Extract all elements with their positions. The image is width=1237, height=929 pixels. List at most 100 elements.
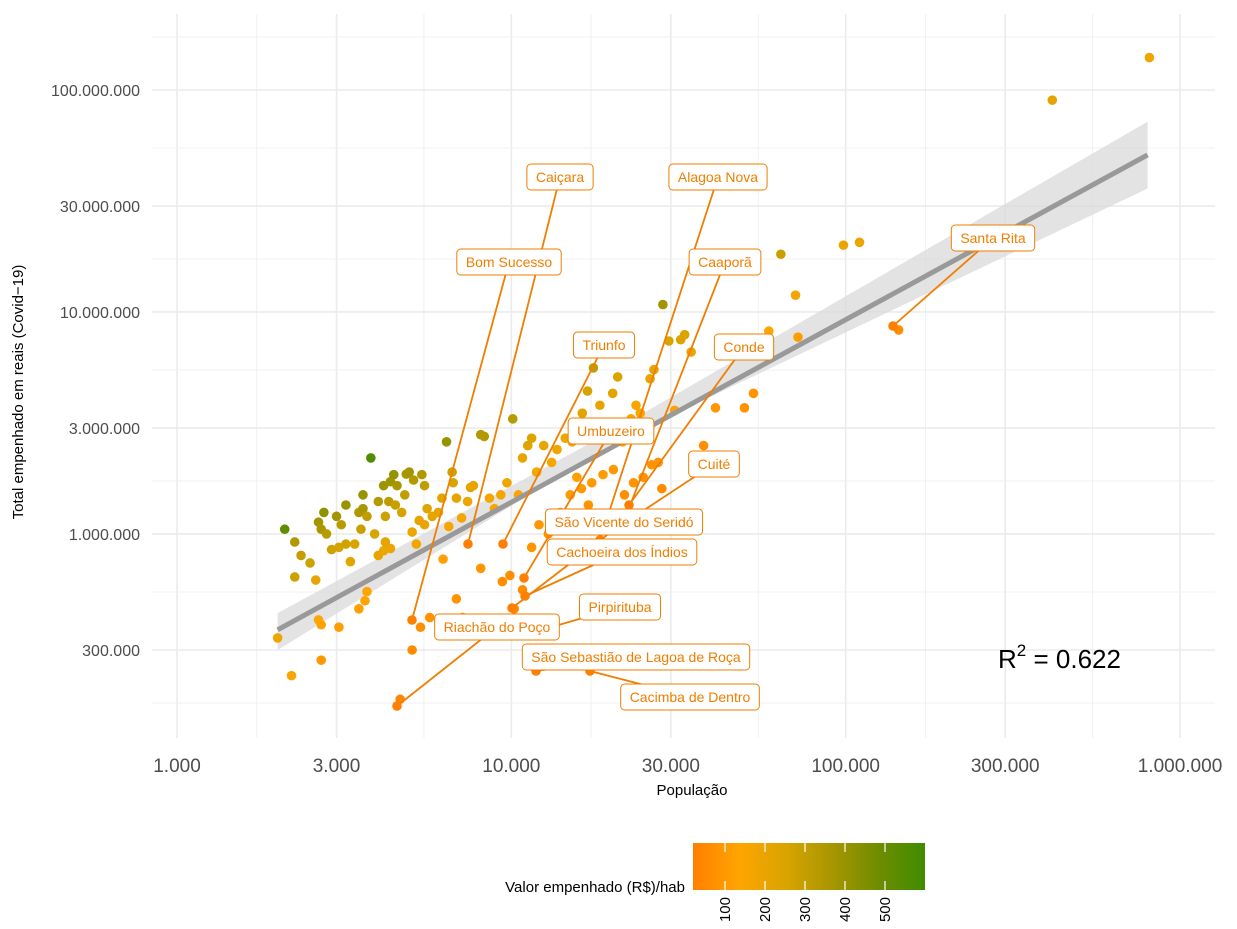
data-point bbox=[451, 594, 462, 604]
confidence-band-area bbox=[277, 121, 1148, 650]
callout-connector bbox=[599, 176, 719, 541]
data-point bbox=[451, 493, 462, 503]
callout-box bbox=[544, 508, 704, 536]
data-point bbox=[595, 400, 605, 411]
data-point bbox=[586, 477, 597, 488]
data-point bbox=[296, 550, 306, 561]
callout-label: Conde bbox=[713, 333, 775, 361]
grid bbox=[152, 14, 1215, 738]
data-point bbox=[507, 414, 518, 424]
data-point bbox=[358, 503, 368, 514]
legend-tick-label: 300 bbox=[797, 897, 814, 922]
callout-box bbox=[668, 163, 768, 191]
data-point bbox=[479, 431, 490, 442]
callout-label: Santa Rita bbox=[950, 224, 1036, 252]
data-point bbox=[739, 403, 750, 413]
data-point bbox=[495, 490, 506, 500]
callout-connector bbox=[411, 261, 510, 621]
callout-point bbox=[498, 539, 508, 549]
data-point bbox=[854, 237, 865, 248]
callout-label: Cacimba de Dentro bbox=[620, 683, 760, 711]
y-tick-label: 10.000.000 bbox=[60, 305, 140, 322]
data-point bbox=[419, 480, 430, 491]
x-tick-label: 3.000 bbox=[313, 756, 361, 777]
callout-text: Conde bbox=[723, 339, 764, 355]
data-point bbox=[526, 542, 537, 553]
data-point bbox=[658, 299, 668, 310]
callout-point bbox=[888, 321, 898, 331]
data-point bbox=[341, 539, 351, 549]
data-point bbox=[538, 440, 549, 451]
legend-tick-label: 500 bbox=[877, 897, 894, 922]
callout-box bbox=[521, 643, 751, 671]
data-point bbox=[534, 519, 544, 530]
legend-ticks: 100 200 300 400 500 bbox=[717, 843, 894, 922]
data-point bbox=[438, 554, 448, 564]
callout-text: São Vicente do Seridó bbox=[554, 514, 693, 530]
callout-label: São Vicente do Seridó bbox=[544, 508, 704, 536]
callout-label: Riachão do Poço bbox=[434, 613, 560, 641]
callout-text: Cacimba de Dentro bbox=[630, 689, 751, 705]
data-point bbox=[336, 519, 347, 530]
callout-text: Triunfo bbox=[582, 337, 625, 353]
x-tick-label: 10.000 bbox=[482, 756, 540, 777]
data-point bbox=[356, 524, 366, 535]
callout-point bbox=[392, 701, 402, 711]
data-point bbox=[710, 403, 721, 413]
callout-label: Bom Sucesso bbox=[456, 248, 562, 276]
data-point bbox=[415, 622, 426, 633]
data-point bbox=[838, 240, 849, 250]
data-point bbox=[313, 615, 324, 625]
data-point bbox=[475, 563, 486, 574]
callout-point bbox=[463, 539, 473, 549]
r2-superscript: 2 bbox=[1017, 641, 1026, 660]
callout-label: Caiçara bbox=[526, 163, 594, 191]
data-point bbox=[657, 483, 667, 494]
callout-box bbox=[526, 163, 594, 191]
data-point bbox=[764, 326, 774, 336]
r2-symbol: R bbox=[998, 644, 1017, 674]
callout-box bbox=[713, 333, 775, 361]
r2-value: = 0.622 bbox=[1026, 644, 1121, 674]
data-point bbox=[546, 457, 557, 468]
svg-text:R2 = 0.622: R2 = 0.622 bbox=[998, 641, 1121, 674]
callout-label: Caaporã bbox=[688, 248, 762, 276]
legend: Valor empenhado (R$)/hab 100 200 300 400 500 bbox=[505, 843, 925, 922]
callout-point bbox=[407, 615, 417, 625]
data-point bbox=[448, 477, 458, 488]
callout-connector bbox=[628, 346, 745, 506]
x-axis-ticks: 1.000 3.000 10.000 30.000 100.000 300.000 1.00… bbox=[153, 756, 1222, 777]
x-tick-label: 1.000 bbox=[153, 756, 201, 777]
callout-connector bbox=[621, 261, 726, 527]
data-point bbox=[582, 386, 593, 396]
data-point bbox=[369, 529, 380, 539]
y-tick-label: 30.000.000 bbox=[60, 199, 140, 216]
callout-box bbox=[688, 248, 762, 276]
data-point bbox=[422, 503, 432, 514]
callout-label: São Sebastião de Lagoa de Roça bbox=[521, 643, 751, 671]
callout-text: São Sebastião de Lagoa de Roça bbox=[531, 649, 741, 665]
data-point bbox=[407, 645, 417, 655]
confidence-band bbox=[277, 121, 1148, 650]
y-tick-label: 300.000 bbox=[82, 643, 140, 660]
data-point bbox=[390, 500, 401, 510]
legend-tick-label: 200 bbox=[757, 897, 774, 922]
callout-text: Pirpirituba bbox=[588, 599, 651, 615]
callout-text: Cuité bbox=[698, 456, 731, 472]
data-point bbox=[380, 537, 391, 547]
data-point bbox=[373, 496, 384, 507]
data-point bbox=[505, 570, 515, 581]
data-point bbox=[319, 507, 329, 518]
data-point bbox=[358, 490, 368, 500]
callout-point bbox=[519, 573, 529, 583]
data-point bbox=[272, 633, 283, 643]
callout-label: Pirpirituba bbox=[578, 593, 662, 621]
data-point bbox=[407, 527, 417, 537]
callout-label: Umbuzeiro bbox=[567, 417, 655, 445]
callout-connector bbox=[467, 176, 561, 545]
callout-text: Bom Sucesso bbox=[466, 254, 553, 270]
data-point bbox=[362, 586, 372, 597]
data-point bbox=[698, 440, 709, 451]
callout-box bbox=[578, 593, 662, 621]
data-point bbox=[631, 400, 641, 411]
